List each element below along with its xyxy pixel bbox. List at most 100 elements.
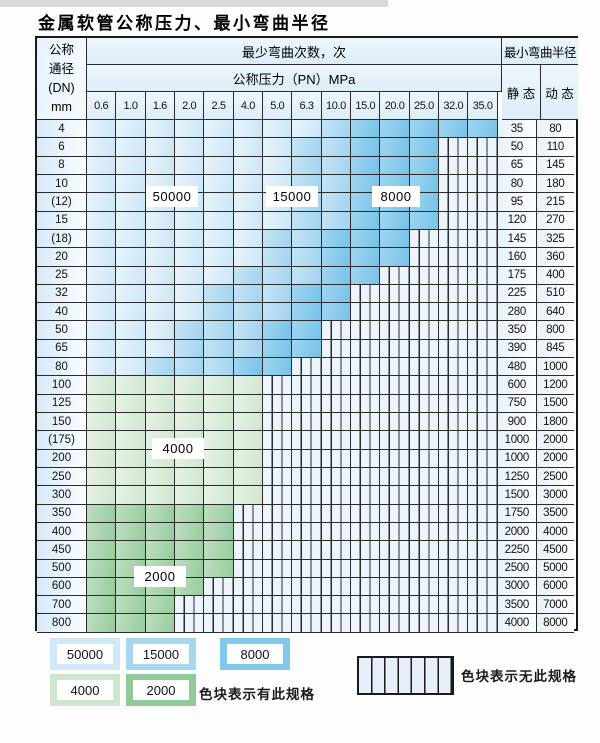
no-spec-cell	[439, 596, 469, 615]
no-spec-cell	[380, 266, 410, 285]
no-spec-cell	[409, 394, 440, 413]
spec-cell-15000	[233, 339, 264, 359]
no-spec-cell	[263, 577, 293, 597]
no-spec-cell	[409, 248, 440, 267]
no-spec-cell	[204, 596, 234, 615]
region-label-8000: 8000	[372, 186, 420, 207]
no-spec-cell	[380, 541, 410, 560]
spec-cell-8000	[321, 284, 352, 304]
no-spec-cell	[321, 522, 352, 542]
no-spec-cell	[263, 376, 293, 395]
spec-cell-4000	[233, 467, 264, 487]
spec-cell-50000	[87, 193, 117, 212]
spec-cell-50000	[145, 211, 176, 230]
spec-cell-4000	[204, 376, 234, 395]
spec-cell-15000	[321, 211, 352, 230]
no-spec-cell	[439, 522, 469, 542]
spec-cell-8000	[351, 120, 381, 139]
spec-cell-50000	[145, 303, 176, 322]
no-spec-cell	[380, 467, 410, 487]
dynamic-radius-cell: 145	[536, 156, 574, 175]
no-spec-cell	[233, 614, 264, 633]
spec-cell-50000	[116, 174, 146, 194]
no-spec-cell	[351, 614, 381, 633]
no-spec-cell	[468, 376, 498, 395]
spec-cell-15000	[321, 156, 352, 175]
dynamic-radius-cell: 2500	[536, 467, 574, 487]
dn-cell: 100	[37, 376, 87, 395]
spec-cell-50000	[292, 120, 322, 139]
no-spec-cell	[321, 413, 352, 432]
spec-cell-50000	[116, 120, 146, 139]
legend-has-spec-note: 色块表示有此规格	[199, 687, 315, 702]
spec-cell-8000	[292, 303, 322, 322]
dynamic-radius-cell: 360	[536, 248, 574, 267]
spec-cell-50000	[233, 229, 264, 249]
spec-cell-50000	[233, 156, 264, 175]
no-spec-cell	[321, 541, 352, 560]
no-spec-cell	[468, 596, 498, 615]
spec-cell-8000	[380, 248, 410, 267]
spec-cell-50000	[263, 156, 293, 175]
spec-cell-4000	[145, 413, 176, 432]
no-spec-cell	[468, 486, 498, 505]
no-spec-cell	[380, 284, 410, 304]
no-spec-cell	[439, 467, 469, 487]
spec-cell-4000	[175, 394, 205, 413]
no-spec-cell	[263, 504, 293, 523]
no-spec-cell	[321, 596, 352, 615]
dn-cell: 500	[37, 559, 87, 578]
no-spec-cell	[439, 449, 469, 468]
spec-cell-15000	[263, 229, 293, 249]
spec-cell-2000	[87, 522, 117, 542]
no-spec-cell	[292, 449, 322, 468]
dn-cell: 250	[37, 467, 87, 487]
no-spec-cell	[468, 303, 498, 322]
spec-cell-50000	[145, 248, 176, 267]
no-spec-cell	[380, 376, 410, 395]
spec-cell-15000	[292, 138, 322, 157]
spec-cell-8000	[292, 321, 322, 340]
dynamic-radius-cell: 5000	[536, 559, 574, 578]
spec-cell-2000	[87, 541, 117, 560]
no-spec-cell	[321, 449, 352, 468]
static-radius-cell: 2500	[497, 559, 537, 578]
spec-cell-50000	[87, 321, 117, 340]
legend-block-8000: 8000	[220, 638, 290, 670]
dynamic-radius-cell: 2000	[536, 449, 574, 468]
no-spec-cell	[351, 394, 381, 413]
corner-line: 公称	[48, 42, 74, 57]
dn-cell: 400	[37, 522, 87, 542]
dn-cell: 700	[37, 596, 87, 615]
table-row: 100 600 1200	[37, 376, 576, 395]
no-spec-cell	[439, 486, 469, 505]
spec-cell-8000	[321, 303, 352, 322]
spec-cell-50000	[116, 303, 146, 322]
spec-cell-4000	[87, 431, 117, 450]
no-spec-cell	[439, 358, 469, 377]
dn-cell: 4	[37, 120, 87, 139]
no-spec-cell	[409, 266, 440, 285]
no-spec-cell	[409, 577, 440, 597]
no-spec-cell	[263, 559, 293, 578]
no-spec-cell	[439, 229, 469, 249]
no-spec-cell	[351, 541, 381, 560]
no-spec-cell	[292, 486, 322, 505]
no-spec-cell	[409, 596, 440, 615]
spec-cell-50000	[175, 156, 205, 175]
no-spec-cell	[468, 138, 498, 157]
dn-cell: 450	[37, 541, 87, 560]
spec-cell-15000	[292, 211, 322, 230]
spec-cell-2000	[145, 541, 176, 560]
pressure-col-header: 25.0	[409, 92, 440, 120]
spec-cell-4000	[204, 431, 234, 450]
spec-cell-50000	[233, 138, 264, 157]
no-spec-cell	[233, 559, 264, 578]
legend-no-spec-note: 色块表示无此规格	[461, 669, 577, 684]
no-spec-cell	[292, 577, 322, 597]
spec-cell-50000	[145, 138, 176, 157]
spec-cell-4000	[116, 486, 146, 505]
spec-cell-50000	[175, 229, 205, 249]
no-spec-cell	[409, 614, 440, 633]
dn-cell: (12)	[37, 193, 87, 212]
